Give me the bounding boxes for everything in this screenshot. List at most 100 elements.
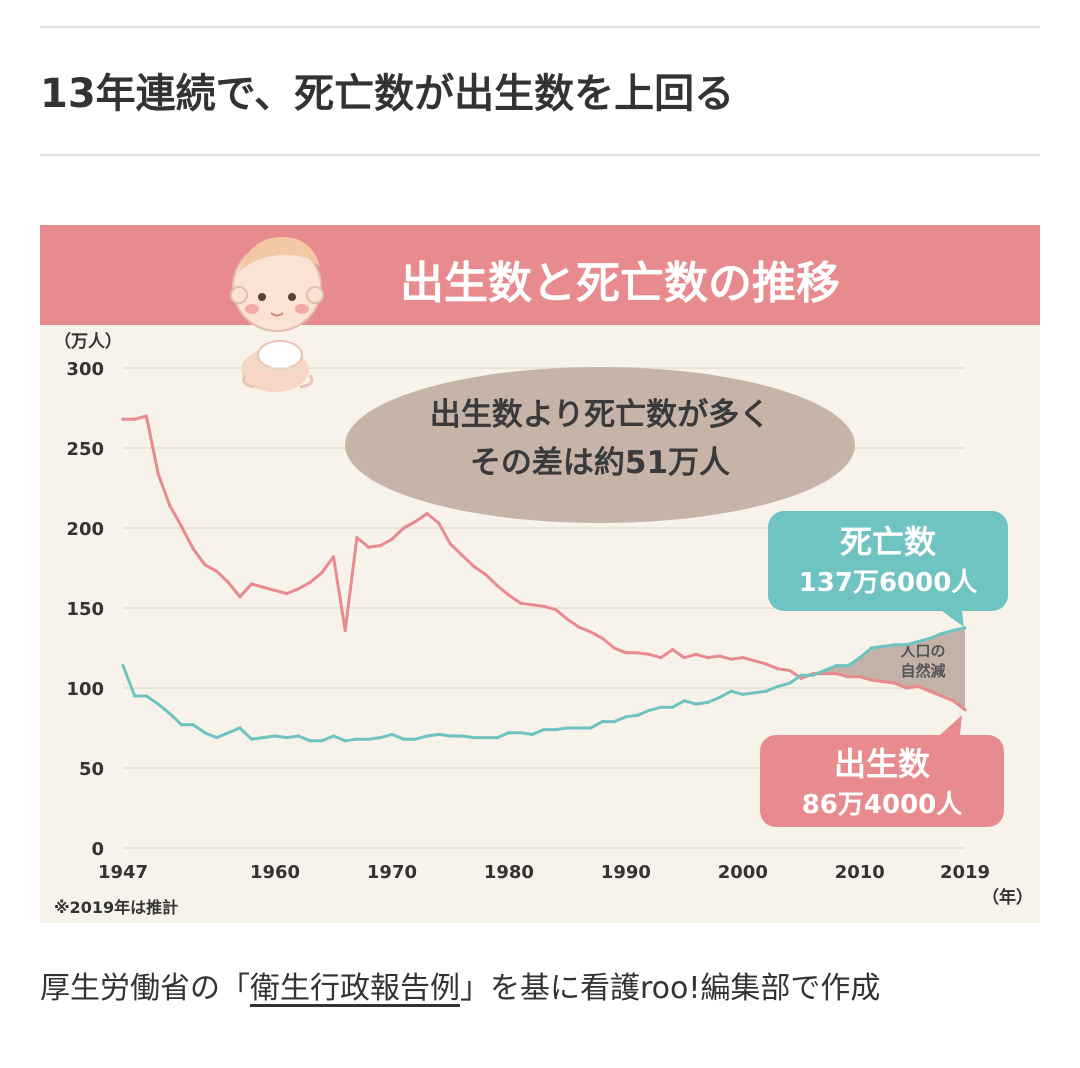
births-point bbox=[144, 414, 148, 418]
births-point bbox=[787, 668, 792, 672]
deaths-point bbox=[635, 713, 640, 717]
deaths-point bbox=[799, 673, 803, 677]
births-point bbox=[717, 654, 722, 658]
births-point bbox=[355, 536, 359, 540]
x-tick-label: 1980 bbox=[484, 862, 534, 883]
deaths-point bbox=[893, 643, 897, 647]
x-tick-label: 1970 bbox=[367, 862, 417, 883]
gap-label-line1: 人口の bbox=[900, 642, 945, 660]
births-point bbox=[238, 595, 242, 599]
births-point bbox=[764, 662, 768, 666]
y-tick-label: 0 bbox=[91, 839, 104, 860]
deaths-point bbox=[951, 628, 955, 632]
x-tick-label: 2010 bbox=[835, 862, 885, 883]
page-title: 13年連続で、死亡数が出生数を上回る bbox=[40, 71, 735, 117]
births-point bbox=[261, 585, 265, 589]
births-point bbox=[472, 564, 476, 568]
chart-note: ※2019年は推計 bbox=[54, 898, 178, 917]
deaths-point bbox=[565, 726, 569, 730]
baby-icon bbox=[230, 237, 324, 392]
deaths-point bbox=[741, 692, 745, 696]
deaths-point bbox=[121, 664, 125, 668]
births-point bbox=[273, 588, 277, 592]
deaths-point bbox=[179, 723, 184, 727]
y-tick-label: 200 bbox=[66, 519, 104, 540]
births-point bbox=[390, 537, 394, 541]
births-point bbox=[940, 694, 944, 698]
births-point bbox=[168, 504, 172, 508]
deaths-point bbox=[764, 689, 768, 693]
deaths-point bbox=[706, 700, 710, 704]
deaths-point bbox=[881, 644, 885, 648]
x-tick-label: 2000 bbox=[718, 862, 768, 883]
births-point bbox=[483, 572, 488, 576]
deaths-point bbox=[483, 736, 488, 740]
births-value-label: 86万4000人 bbox=[802, 790, 963, 820]
deaths-point bbox=[589, 726, 593, 730]
title-divider bbox=[40, 154, 1040, 156]
births-point bbox=[507, 593, 511, 597]
bubble-line2: その差は約51万人 bbox=[470, 445, 730, 481]
deaths-point bbox=[940, 632, 944, 636]
deaths-point bbox=[378, 736, 382, 740]
deaths-point bbox=[238, 726, 242, 730]
deaths-point bbox=[320, 739, 324, 743]
deaths-point bbox=[787, 681, 792, 685]
deaths-point bbox=[191, 723, 195, 727]
deaths-callout: 死亡数 137万6000人 bbox=[768, 511, 1008, 627]
births-point bbox=[752, 659, 757, 663]
deaths-point bbox=[261, 736, 265, 740]
deaths-point bbox=[156, 702, 160, 706]
deaths-point bbox=[577, 726, 581, 730]
deaths-point bbox=[869, 646, 874, 650]
source-link[interactable]: 衛生行政報告例 bbox=[250, 971, 460, 1006]
natural-decrease-area bbox=[801, 627, 965, 710]
deaths-point bbox=[144, 694, 148, 698]
chart-figure: 出生数と死亡数の推移 （万人） （年） ※2019年は推計 0 50 100 150 2… bbox=[40, 225, 1040, 923]
deaths-point bbox=[530, 732, 534, 736]
deaths-point bbox=[823, 668, 827, 672]
deaths-point bbox=[168, 712, 172, 716]
births-point bbox=[437, 521, 441, 525]
bubble-line1: 出生数より死亡数が多く bbox=[430, 397, 770, 433]
births-point bbox=[378, 544, 382, 548]
deaths-point bbox=[214, 736, 219, 740]
deaths-point bbox=[624, 715, 628, 719]
births-point bbox=[285, 592, 289, 596]
births-point bbox=[916, 684, 920, 688]
births-point bbox=[565, 617, 569, 621]
chart-banner bbox=[40, 225, 1040, 325]
births-point bbox=[671, 648, 675, 652]
x-tick-labels: 1947 1960 1970 1980 1990 2000 2010 2019 bbox=[98, 862, 990, 883]
births-point bbox=[963, 708, 967, 712]
y-tick-label: 300 bbox=[66, 359, 104, 380]
births-point bbox=[214, 569, 219, 573]
births-point bbox=[624, 651, 628, 655]
deaths-point bbox=[507, 731, 511, 735]
births-point bbox=[823, 672, 827, 676]
births-point bbox=[659, 656, 663, 660]
births-point bbox=[331, 555, 336, 559]
deaths-point bbox=[495, 736, 499, 740]
births-point bbox=[179, 524, 184, 528]
x-tick-label: 2019 bbox=[940, 862, 990, 883]
deaths-point bbox=[647, 708, 651, 712]
births-point bbox=[308, 580, 312, 584]
y-axis-title: （万人） bbox=[54, 331, 122, 352]
deaths-point bbox=[811, 673, 815, 677]
births-point bbox=[577, 625, 581, 629]
births-point bbox=[296, 587, 301, 591]
deaths-point bbox=[133, 694, 137, 698]
deaths-point bbox=[752, 691, 757, 695]
top-divider bbox=[40, 26, 1040, 28]
births-point bbox=[881, 680, 885, 684]
deaths-point bbox=[776, 684, 780, 688]
births-point bbox=[869, 678, 874, 682]
births-point bbox=[635, 651, 640, 655]
births-point bbox=[904, 686, 909, 690]
deaths-point bbox=[285, 736, 289, 740]
deaths-point bbox=[437, 732, 441, 736]
births-point bbox=[846, 675, 850, 679]
deaths-point bbox=[402, 737, 406, 741]
deaths-point bbox=[296, 734, 301, 738]
